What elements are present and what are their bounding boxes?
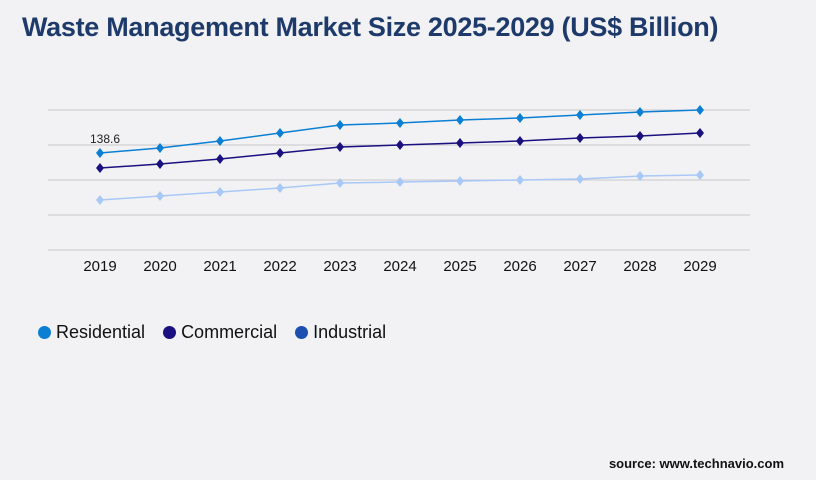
data-point: [696, 105, 704, 115]
source-text: source: www.technavio.com: [608, 456, 784, 471]
data-point: [696, 128, 704, 139]
line-chart: 2019 2020 2021 2022 2023 2024 2025 2026 2027 2028…: [48, 105, 750, 275]
data-point: [156, 143, 164, 154]
data-point: [636, 171, 644, 182]
data-label: 138.6: [90, 132, 120, 146]
data-point: [216, 154, 224, 164]
legend-item: Residential: [38, 322, 145, 343]
x-tick-label: 2028: [623, 258, 656, 275]
chart-title: Waste Management Market Size 2025-2029 (…: [22, 12, 719, 42]
data-point: [576, 133, 584, 143]
x-tick-label: 2022: [263, 258, 296, 275]
x-tick-label: 2029: [683, 258, 716, 275]
data-point: [276, 182, 284, 193]
legend: Residential Commercial Industrial: [38, 322, 386, 343]
x-tick-label: 2020: [143, 258, 176, 275]
data-point: [276, 128, 284, 139]
data-point: [336, 178, 344, 189]
legend-label: Residential: [56, 322, 146, 342]
data-point: [516, 175, 524, 185]
data-point: [636, 107, 644, 118]
data-point: [696, 170, 704, 181]
data-point: [96, 147, 104, 158]
data-point: [576, 174, 584, 185]
data-point: [156, 191, 164, 202]
data-point: [396, 177, 404, 188]
legend-marker-icon: [295, 326, 309, 339]
data-point: [96, 163, 104, 174]
x-tick-label: 2024: [383, 258, 416, 275]
legend-label: Commercial: [181, 322, 278, 342]
legend-marker-icon: [38, 326, 51, 339]
data-point: [516, 112, 524, 123]
legend-item: Industrial: [295, 322, 386, 343]
data-point: [396, 140, 404, 150]
data-point: [636, 130, 644, 141]
data-point: [396, 118, 404, 129]
series-line-commercial: [99, 132, 701, 169]
data-point: [156, 158, 164, 169]
legend-marker-icon: [163, 326, 177, 339]
x-tick-label: 2026: [503, 258, 536, 275]
data-point: [216, 186, 224, 197]
data-point: [516, 136, 524, 147]
x-tick-label: 2023: [323, 258, 356, 275]
data-point: [456, 115, 464, 126]
legend-label: Industrial: [313, 322, 387, 342]
data-point: [336, 142, 344, 153]
data-point: [216, 136, 224, 147]
data-point: [336, 119, 344, 130]
data-point: [276, 147, 284, 158]
data-point: [96, 195, 104, 206]
data-point: [576, 109, 584, 120]
x-tick-label: 2021: [203, 258, 236, 275]
x-tick-label: 2027: [563, 258, 596, 275]
x-tick-label: 2025: [443, 258, 476, 275]
data-point: [456, 137, 464, 148]
legend-item: Commercial: [163, 322, 277, 343]
data-point: [456, 175, 464, 186]
x-tick-label: 2019: [83, 258, 116, 275]
